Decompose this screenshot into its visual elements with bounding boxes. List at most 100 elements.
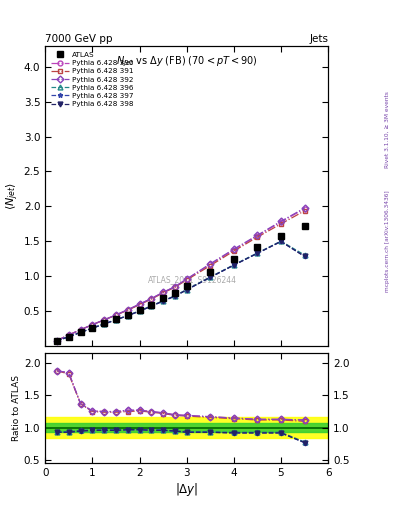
Pythia 6.428 398: [231, 262, 236, 268]
Pythia 6.428 391: [208, 263, 213, 269]
Line: Pythia 6.428 398: Pythia 6.428 398: [55, 239, 307, 344]
Pythia 6.428 392: [125, 307, 130, 313]
Pythia 6.428 396: [90, 325, 95, 331]
Pythia 6.428 392: [231, 246, 236, 252]
Pythia 6.428 391: [161, 290, 165, 296]
Pythia 6.428 397: [149, 303, 154, 309]
Pythia 6.428 396: [78, 329, 83, 335]
Pythia 6.428 398: [66, 334, 71, 340]
Pythia 6.428 398: [125, 312, 130, 318]
Pythia 6.428 397: [208, 274, 213, 281]
Pythia 6.428 390: [255, 233, 260, 239]
ATLAS: [255, 244, 260, 250]
Text: Jets: Jets: [309, 33, 328, 44]
Pythia 6.428 398: [55, 338, 59, 344]
Pythia 6.428 392: [184, 276, 189, 282]
Pythia 6.428 390: [90, 322, 95, 328]
Pythia 6.428 398: [255, 250, 260, 257]
Pythia 6.428 390: [208, 262, 213, 268]
Pythia 6.428 398: [161, 298, 165, 304]
ATLAS: [184, 283, 189, 289]
Pythia 6.428 391: [78, 327, 83, 333]
ATLAS: [114, 316, 118, 322]
ATLAS: [66, 333, 71, 339]
ATLAS: [279, 233, 283, 239]
Text: ATLAS_2011_S9126244: ATLAS_2011_S9126244: [148, 275, 237, 284]
Pythia 6.428 396: [125, 312, 130, 318]
Pythia 6.428 397: [184, 287, 189, 293]
Pythia 6.428 398: [137, 308, 142, 314]
Pythia 6.428 390: [102, 317, 107, 323]
Pythia 6.428 391: [137, 302, 142, 308]
Pythia 6.428 392: [255, 232, 260, 238]
Pythia 6.428 397: [173, 293, 177, 299]
Pythia 6.428 397: [66, 334, 71, 340]
Pythia 6.428 397: [102, 321, 107, 327]
ATLAS: [208, 269, 213, 275]
Line: Pythia 6.428 396: Pythia 6.428 396: [55, 239, 307, 343]
ATLAS: [102, 320, 107, 326]
Pythia 6.428 396: [279, 238, 283, 244]
Y-axis label: Ratio to ATLAS: Ratio to ATLAS: [12, 375, 21, 441]
Pythia 6.428 396: [208, 274, 213, 280]
Pythia 6.428 391: [173, 284, 177, 290]
Pythia 6.428 392: [90, 322, 95, 328]
Pythia 6.428 391: [90, 322, 95, 328]
Pythia 6.428 397: [231, 262, 236, 268]
Line: Pythia 6.428 391: Pythia 6.428 391: [55, 208, 307, 343]
Text: $N_{jet}$ vs $\Delta y$ (FB) $(70 < pT < 90)$: $N_{jet}$ vs $\Delta y$ (FB) $(70 < pT <…: [116, 55, 257, 70]
Pythia 6.428 396: [114, 316, 118, 323]
Line: Pythia 6.428 392: Pythia 6.428 392: [55, 206, 307, 343]
Pythia 6.428 398: [173, 293, 177, 299]
Pythia 6.428 390: [161, 289, 165, 295]
Pythia 6.428 390: [55, 337, 59, 344]
Pythia 6.428 390: [137, 301, 142, 307]
Pythia 6.428 390: [173, 284, 177, 290]
Pythia 6.428 391: [231, 248, 236, 254]
Pythia 6.428 398: [90, 325, 95, 331]
Pythia 6.428 396: [302, 252, 307, 258]
Bar: [45, 417, 328, 438]
Pythia 6.428 396: [149, 303, 154, 309]
Pythia 6.428 398: [102, 321, 107, 327]
Pythia 6.428 390: [125, 307, 130, 313]
Pythia 6.428 390: [149, 295, 154, 302]
Pythia 6.428 392: [114, 312, 118, 318]
Text: mcplots.cern.ch [arXiv:1306.3436]: mcplots.cern.ch [arXiv:1306.3436]: [385, 190, 389, 292]
ATLAS: [161, 295, 165, 301]
Pythia 6.428 392: [78, 327, 83, 333]
Pythia 6.428 396: [102, 321, 107, 327]
Pythia 6.428 392: [102, 317, 107, 323]
Pythia 6.428 392: [161, 289, 165, 295]
ATLAS: [231, 255, 236, 262]
Pythia 6.428 392: [302, 205, 307, 211]
Pythia 6.428 397: [302, 253, 307, 260]
Pythia 6.428 397: [125, 312, 130, 318]
Pythia 6.428 391: [279, 221, 283, 227]
Line: Pythia 6.428 397: Pythia 6.428 397: [55, 239, 307, 344]
Pythia 6.428 392: [149, 295, 154, 302]
Pythia 6.428 392: [208, 261, 213, 267]
Pythia 6.428 398: [149, 303, 154, 309]
Pythia 6.428 397: [255, 250, 260, 257]
ATLAS: [78, 329, 83, 335]
Pythia 6.428 391: [102, 317, 107, 323]
Pythia 6.428 397: [114, 317, 118, 323]
Pythia 6.428 391: [66, 332, 71, 338]
Pythia 6.428 390: [302, 206, 307, 212]
Pythia 6.428 391: [255, 234, 260, 240]
Pythia 6.428 398: [208, 274, 213, 281]
Pythia 6.428 390: [78, 327, 83, 333]
Pythia 6.428 391: [184, 277, 189, 283]
Pythia 6.428 390: [279, 219, 283, 225]
Pythia 6.428 390: [184, 276, 189, 282]
ATLAS: [125, 312, 130, 318]
Y-axis label: $\langle N_{jet}\rangle$: $\langle N_{jet}\rangle$: [5, 182, 21, 210]
Pythia 6.428 391: [302, 208, 307, 214]
Pythia 6.428 392: [55, 337, 59, 344]
Pythia 6.428 396: [55, 338, 59, 344]
ATLAS: [173, 290, 177, 296]
Line: Pythia 6.428 390: Pythia 6.428 390: [55, 206, 307, 343]
Legend: ATLAS, Pythia 6.428 390, Pythia 6.428 391, Pythia 6.428 392, Pythia 6.428 396, P: ATLAS, Pythia 6.428 390, Pythia 6.428 39…: [49, 50, 136, 110]
Pythia 6.428 398: [279, 239, 283, 245]
